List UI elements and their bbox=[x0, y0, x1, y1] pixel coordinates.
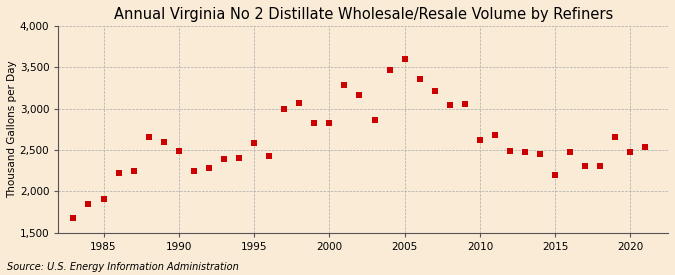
Point bbox=[580, 164, 591, 169]
Point bbox=[173, 148, 184, 153]
Point bbox=[83, 201, 94, 206]
Point bbox=[475, 138, 485, 142]
Point bbox=[549, 172, 560, 177]
Point bbox=[505, 148, 516, 153]
Point bbox=[248, 141, 259, 145]
Point bbox=[309, 121, 320, 126]
Point bbox=[234, 156, 244, 160]
Point bbox=[399, 57, 410, 61]
Point bbox=[640, 145, 651, 150]
Y-axis label: Thousand Gallons per Day: Thousand Gallons per Day bbox=[7, 60, 17, 198]
Point bbox=[143, 135, 154, 140]
Point bbox=[264, 154, 275, 159]
Text: Source: U.S. Energy Information Administration: Source: U.S. Energy Information Administ… bbox=[7, 262, 238, 272]
Point bbox=[520, 150, 531, 155]
Point bbox=[279, 107, 290, 112]
Point bbox=[354, 93, 365, 98]
Point bbox=[324, 120, 335, 125]
Point bbox=[369, 118, 380, 122]
Point bbox=[159, 140, 169, 145]
Point bbox=[444, 103, 455, 108]
Point bbox=[625, 150, 636, 155]
Point bbox=[429, 89, 440, 94]
Point bbox=[188, 169, 199, 174]
Point bbox=[414, 77, 425, 81]
Point bbox=[219, 157, 230, 161]
Point bbox=[68, 215, 79, 220]
Point bbox=[113, 171, 124, 175]
Point bbox=[565, 150, 576, 155]
Point bbox=[128, 169, 139, 174]
Point bbox=[595, 163, 605, 168]
Point bbox=[384, 67, 395, 72]
Point bbox=[489, 133, 500, 137]
Point bbox=[204, 166, 215, 170]
Point bbox=[339, 83, 350, 88]
Title: Annual Virginia No 2 Distillate Wholesale/Resale Volume by Refiners: Annual Virginia No 2 Distillate Wholesal… bbox=[113, 7, 613, 22]
Point bbox=[460, 101, 470, 106]
Point bbox=[610, 135, 621, 140]
Point bbox=[294, 101, 304, 105]
Point bbox=[98, 197, 109, 202]
Point bbox=[535, 152, 545, 156]
